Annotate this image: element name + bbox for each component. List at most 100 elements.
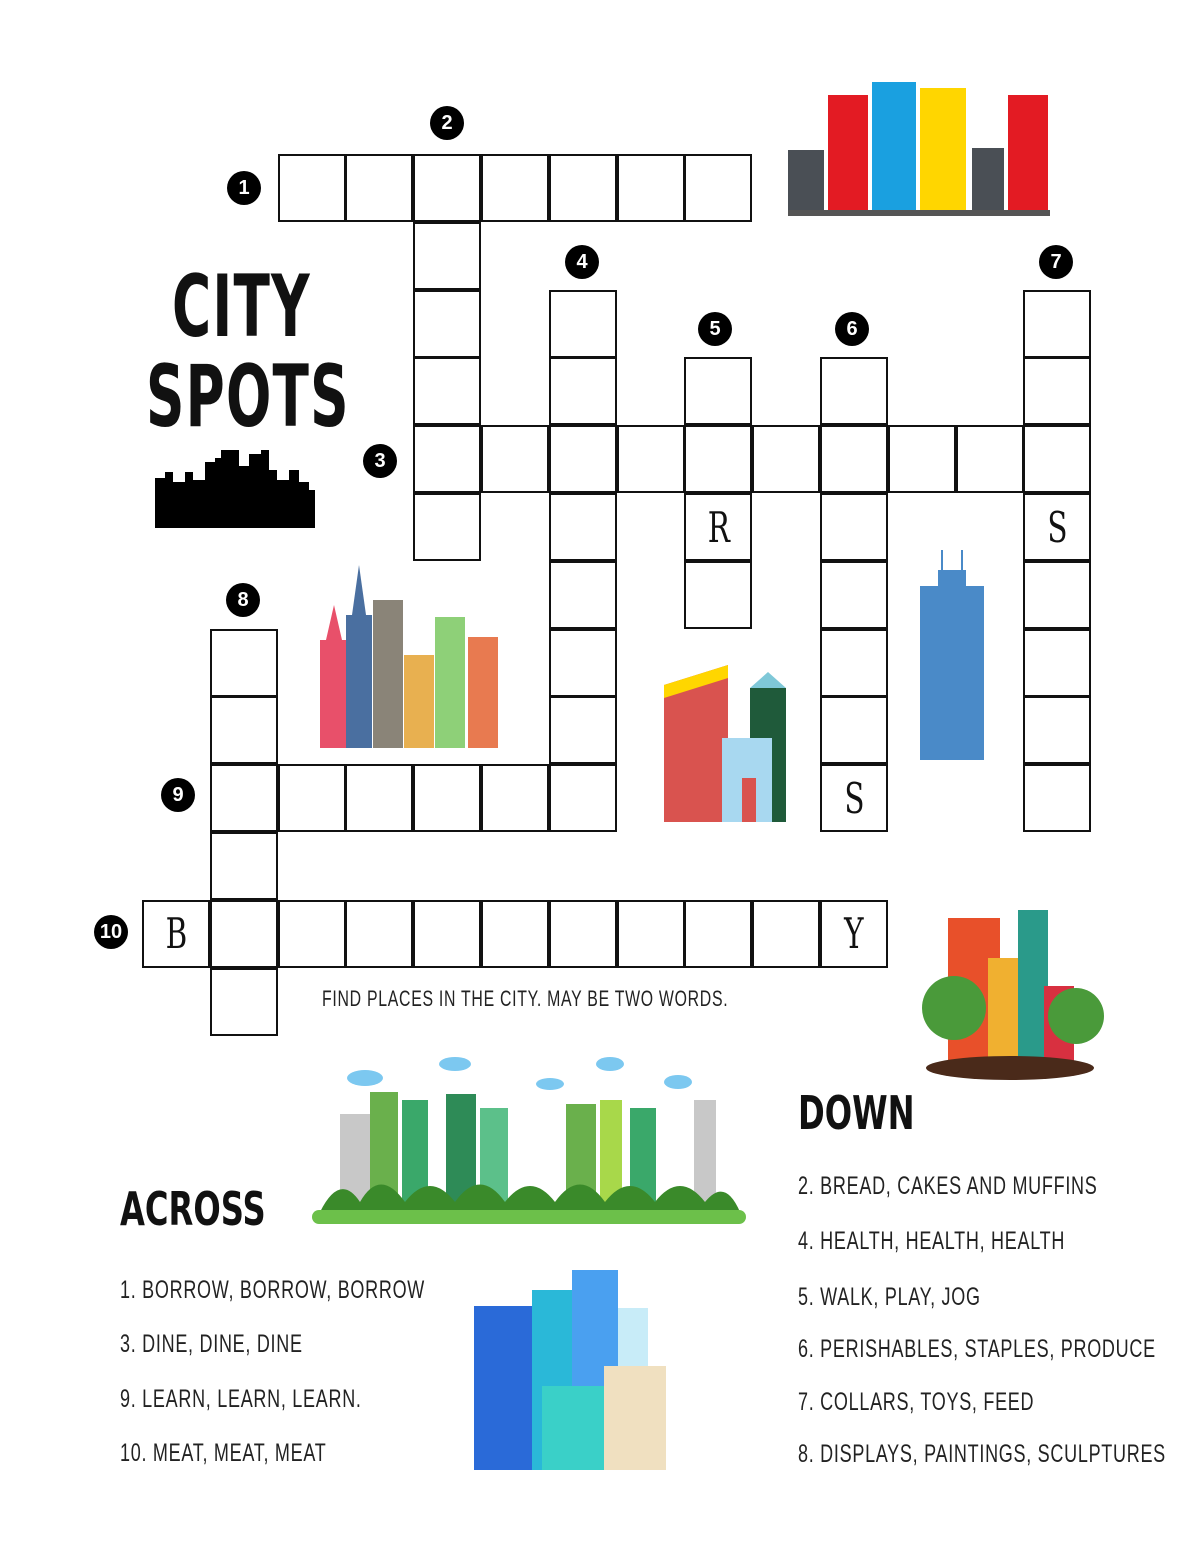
grid-cell[interactable] [548, 764, 617, 833]
clue-number-badge: 7 [1039, 245, 1073, 279]
clue-number-badge: 6 [835, 312, 869, 346]
blue-city-buildings [474, 1270, 666, 1470]
grid-cell[interactable] [752, 899, 821, 968]
grid-cell[interactable] [684, 357, 753, 426]
clue-number-badge: 2 [430, 106, 464, 140]
grid-cell[interactable]: S [1023, 493, 1092, 561]
grid-cell[interactable] [413, 493, 482, 561]
given-letter: S [843, 773, 865, 823]
grid-cell[interactable] [820, 696, 888, 765]
grid-cell[interactable] [684, 154, 753, 222]
grid-cell[interactable] [684, 425, 753, 494]
grid-cell[interactable] [548, 696, 617, 765]
down-clue: 5. WALK, PLAY, JOG [798, 1283, 981, 1311]
given-letter: B [165, 909, 187, 959]
grid-cell[interactable] [209, 628, 278, 697]
grid-cell[interactable] [820, 560, 888, 629]
grid-cell[interactable]: B [142, 899, 210, 968]
grid-cell[interactable]: S [820, 764, 888, 833]
grid-cell[interactable] [616, 154, 685, 222]
across-clue: 1. BORROW, BORROW, BORROW [120, 1276, 426, 1304]
grid-cell[interactable] [548, 493, 617, 561]
across-clue: 9. LEARN, LEARN, LEARN. [120, 1385, 362, 1413]
skyline-silhouette [155, 450, 315, 528]
grid-cell[interactable] [209, 696, 278, 765]
green-city-park [312, 1057, 746, 1224]
grid-cell[interactable] [413, 221, 482, 290]
grid-cell[interactable] [820, 425, 888, 494]
across-clue: 10. MEAT, MEAT, MEAT [120, 1439, 327, 1467]
down-clue: 4. HEALTH, HEALTH, HEALTH [798, 1227, 1066, 1255]
grid-cell[interactable] [481, 764, 549, 833]
given-letter: R [707, 502, 730, 552]
grid-cell[interactable] [481, 425, 549, 494]
grid-cell[interactable] [209, 967, 278, 1036]
down-clue: 2. BREAD, CAKES AND MUFFINS [798, 1172, 1098, 1200]
grid-cell[interactable] [413, 289, 482, 358]
grid-cell[interactable] [548, 899, 617, 968]
blue-tower [920, 550, 984, 760]
grid-cell[interactable] [413, 764, 482, 833]
grid-cell[interactable] [548, 154, 617, 222]
grid-cell[interactable] [413, 899, 482, 968]
clue-number-badge: 1 [227, 171, 261, 205]
down-heading: DOWN [798, 1086, 915, 1140]
grid-cell[interactable] [277, 899, 346, 968]
grid-cell[interactable] [345, 764, 414, 833]
grid-cell[interactable] [548, 357, 617, 426]
given-letter: Y [844, 909, 864, 959]
clue-number-badge: 5 [698, 312, 732, 346]
grid-cell[interactable] [1023, 764, 1092, 833]
grid-cell[interactable] [820, 357, 888, 426]
grid-cell[interactable]: Y [820, 899, 888, 968]
grid-cell[interactable] [752, 425, 821, 494]
grid-cell[interactable] [548, 560, 617, 629]
grid-cell[interactable] [684, 899, 753, 968]
clue-number-badge: 10 [94, 915, 128, 949]
grid-cell[interactable] [209, 899, 278, 968]
grid-cell[interactable] [413, 357, 482, 426]
skyscrapers-group [320, 565, 498, 748]
clue-number-badge: 3 [363, 444, 397, 478]
grid-cell[interactable] [548, 425, 617, 494]
grid-cell[interactable] [1023, 696, 1092, 765]
grid-cell[interactable] [345, 899, 414, 968]
grid-cell[interactable] [345, 154, 414, 222]
grid-cell[interactable] [684, 560, 753, 629]
grid-cell[interactable] [548, 289, 617, 358]
grid-cell[interactable] [209, 832, 278, 900]
instructions: FIND PLACES IN THE CITY. MAY BE TWO WORD… [322, 986, 729, 1011]
buildings-with-trees [922, 910, 1104, 1080]
grid-cell[interactable] [955, 425, 1024, 494]
grid-cell[interactable] [616, 899, 685, 968]
grid-cell[interactable] [209, 764, 278, 833]
grid-cell[interactable]: R [684, 493, 753, 561]
grid-cell[interactable] [1023, 289, 1092, 358]
grid-cell[interactable] [481, 154, 549, 222]
grid-cell[interactable] [820, 493, 888, 561]
grid-cell[interactable] [413, 425, 482, 494]
grid-cell[interactable] [548, 628, 617, 697]
grid-cell[interactable] [277, 764, 346, 833]
grid-cell[interactable] [413, 154, 482, 222]
grid-cell[interactable] [481, 899, 549, 968]
title-spots: SPOTS [146, 347, 350, 447]
city-skyline-colored [788, 82, 1050, 216]
grid-cell[interactable] [277, 154, 346, 222]
clue-number-badge: 9 [161, 778, 195, 812]
colorful-buildings [664, 665, 786, 822]
title-city: CITY [172, 257, 311, 357]
down-clue: 8. DISPLAYS, PAINTINGS, SCULPTURES [798, 1440, 1166, 1468]
down-clue: 7. COLLARS, TOYS, FEED [798, 1388, 1035, 1416]
grid-cell[interactable] [1023, 628, 1092, 697]
down-clue: 6. PERISHABLES, STAPLES, PRODUCE [798, 1335, 1156, 1363]
grid-cell[interactable] [1023, 560, 1092, 629]
grid-cell[interactable] [887, 425, 956, 494]
grid-cell[interactable] [1023, 357, 1092, 426]
clue-number-badge: 8 [226, 583, 260, 617]
grid-cell[interactable] [1023, 425, 1092, 494]
grid-cell[interactable] [820, 628, 888, 697]
across-heading: ACROSS [120, 1182, 266, 1236]
grid-cell[interactable] [616, 425, 685, 494]
